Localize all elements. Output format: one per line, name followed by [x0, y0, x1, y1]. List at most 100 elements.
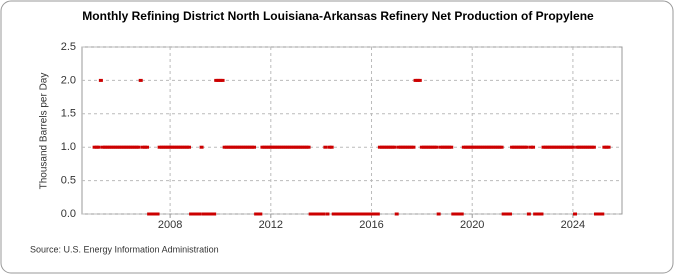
- point: [558, 145, 563, 149]
- x-tick-label: 2012: [259, 219, 283, 231]
- point: [524, 145, 529, 149]
- point: [195, 212, 200, 216]
- point: [249, 145, 254, 149]
- point: [505, 212, 510, 216]
- point: [197, 212, 202, 216]
- point: [159, 145, 164, 149]
- point: [203, 212, 208, 216]
- point: [247, 145, 252, 149]
- point: [424, 145, 429, 149]
- point: [109, 145, 114, 149]
- point: [199, 145, 204, 149]
- point: [593, 212, 598, 216]
- point: [445, 145, 450, 149]
- point: [145, 145, 150, 149]
- point: [377, 145, 382, 149]
- point: [388, 145, 393, 149]
- point: [300, 145, 305, 149]
- point: [111, 145, 116, 149]
- point: [539, 212, 544, 216]
- point: [92, 145, 97, 149]
- point: [566, 145, 571, 149]
- point: [499, 145, 504, 149]
- point: [319, 212, 324, 216]
- point: [174, 145, 179, 149]
- point: [147, 212, 152, 216]
- point: [547, 145, 552, 149]
- point: [121, 145, 126, 149]
- point: [587, 145, 592, 149]
- point: [591, 145, 596, 149]
- point: [526, 212, 531, 216]
- point: [373, 212, 378, 216]
- point: [128, 145, 133, 149]
- point: [577, 145, 582, 149]
- point: [138, 78, 143, 82]
- point: [331, 212, 336, 216]
- point: [403, 145, 408, 149]
- point: [411, 145, 416, 149]
- point: [237, 145, 242, 149]
- point: [321, 212, 326, 216]
- point: [178, 145, 183, 149]
- point: [528, 145, 533, 149]
- point: [545, 145, 550, 149]
- point: [564, 145, 569, 149]
- point: [409, 145, 414, 149]
- point: [275, 145, 280, 149]
- point: [518, 145, 523, 149]
- point: [432, 145, 437, 149]
- point: [583, 145, 588, 149]
- point: [161, 145, 166, 149]
- chart-title: Monthly Refining District North Louisian…: [82, 9, 594, 23]
- point: [163, 145, 168, 149]
- point: [323, 145, 328, 149]
- point: [428, 145, 433, 149]
- point: [440, 145, 445, 149]
- point: [480, 145, 485, 149]
- point: [346, 212, 351, 216]
- point: [273, 145, 278, 149]
- x-tick-label: 2020: [460, 219, 484, 231]
- point: [390, 145, 395, 149]
- point: [256, 212, 261, 216]
- point: [449, 145, 454, 149]
- y-tick-label: 1.5: [61, 108, 76, 120]
- point: [570, 145, 575, 149]
- point: [218, 78, 223, 82]
- point: [468, 145, 473, 149]
- point: [359, 212, 364, 216]
- point: [369, 212, 374, 216]
- point: [457, 212, 462, 216]
- point: [413, 78, 418, 82]
- point: [384, 145, 389, 149]
- point: [191, 212, 196, 216]
- point: [419, 145, 424, 149]
- point: [338, 212, 343, 216]
- point: [507, 212, 512, 216]
- point: [520, 145, 525, 149]
- point: [304, 145, 309, 149]
- point: [296, 145, 301, 149]
- point: [497, 145, 502, 149]
- point: [350, 212, 355, 216]
- point: [541, 145, 546, 149]
- point: [317, 212, 322, 216]
- point: [342, 212, 347, 216]
- point: [302, 145, 307, 149]
- point: [254, 212, 259, 216]
- point: [130, 145, 135, 149]
- point: [426, 145, 431, 149]
- point: [501, 212, 506, 216]
- point: [495, 145, 500, 149]
- point: [405, 145, 410, 149]
- point: [535, 212, 540, 216]
- x-tick-label: 2016: [359, 219, 383, 231]
- point: [489, 145, 494, 149]
- point: [287, 145, 292, 149]
- point: [417, 78, 422, 82]
- point: [189, 212, 194, 216]
- point: [560, 145, 565, 149]
- point: [510, 145, 515, 149]
- y-tick-label: 2.5: [61, 41, 76, 53]
